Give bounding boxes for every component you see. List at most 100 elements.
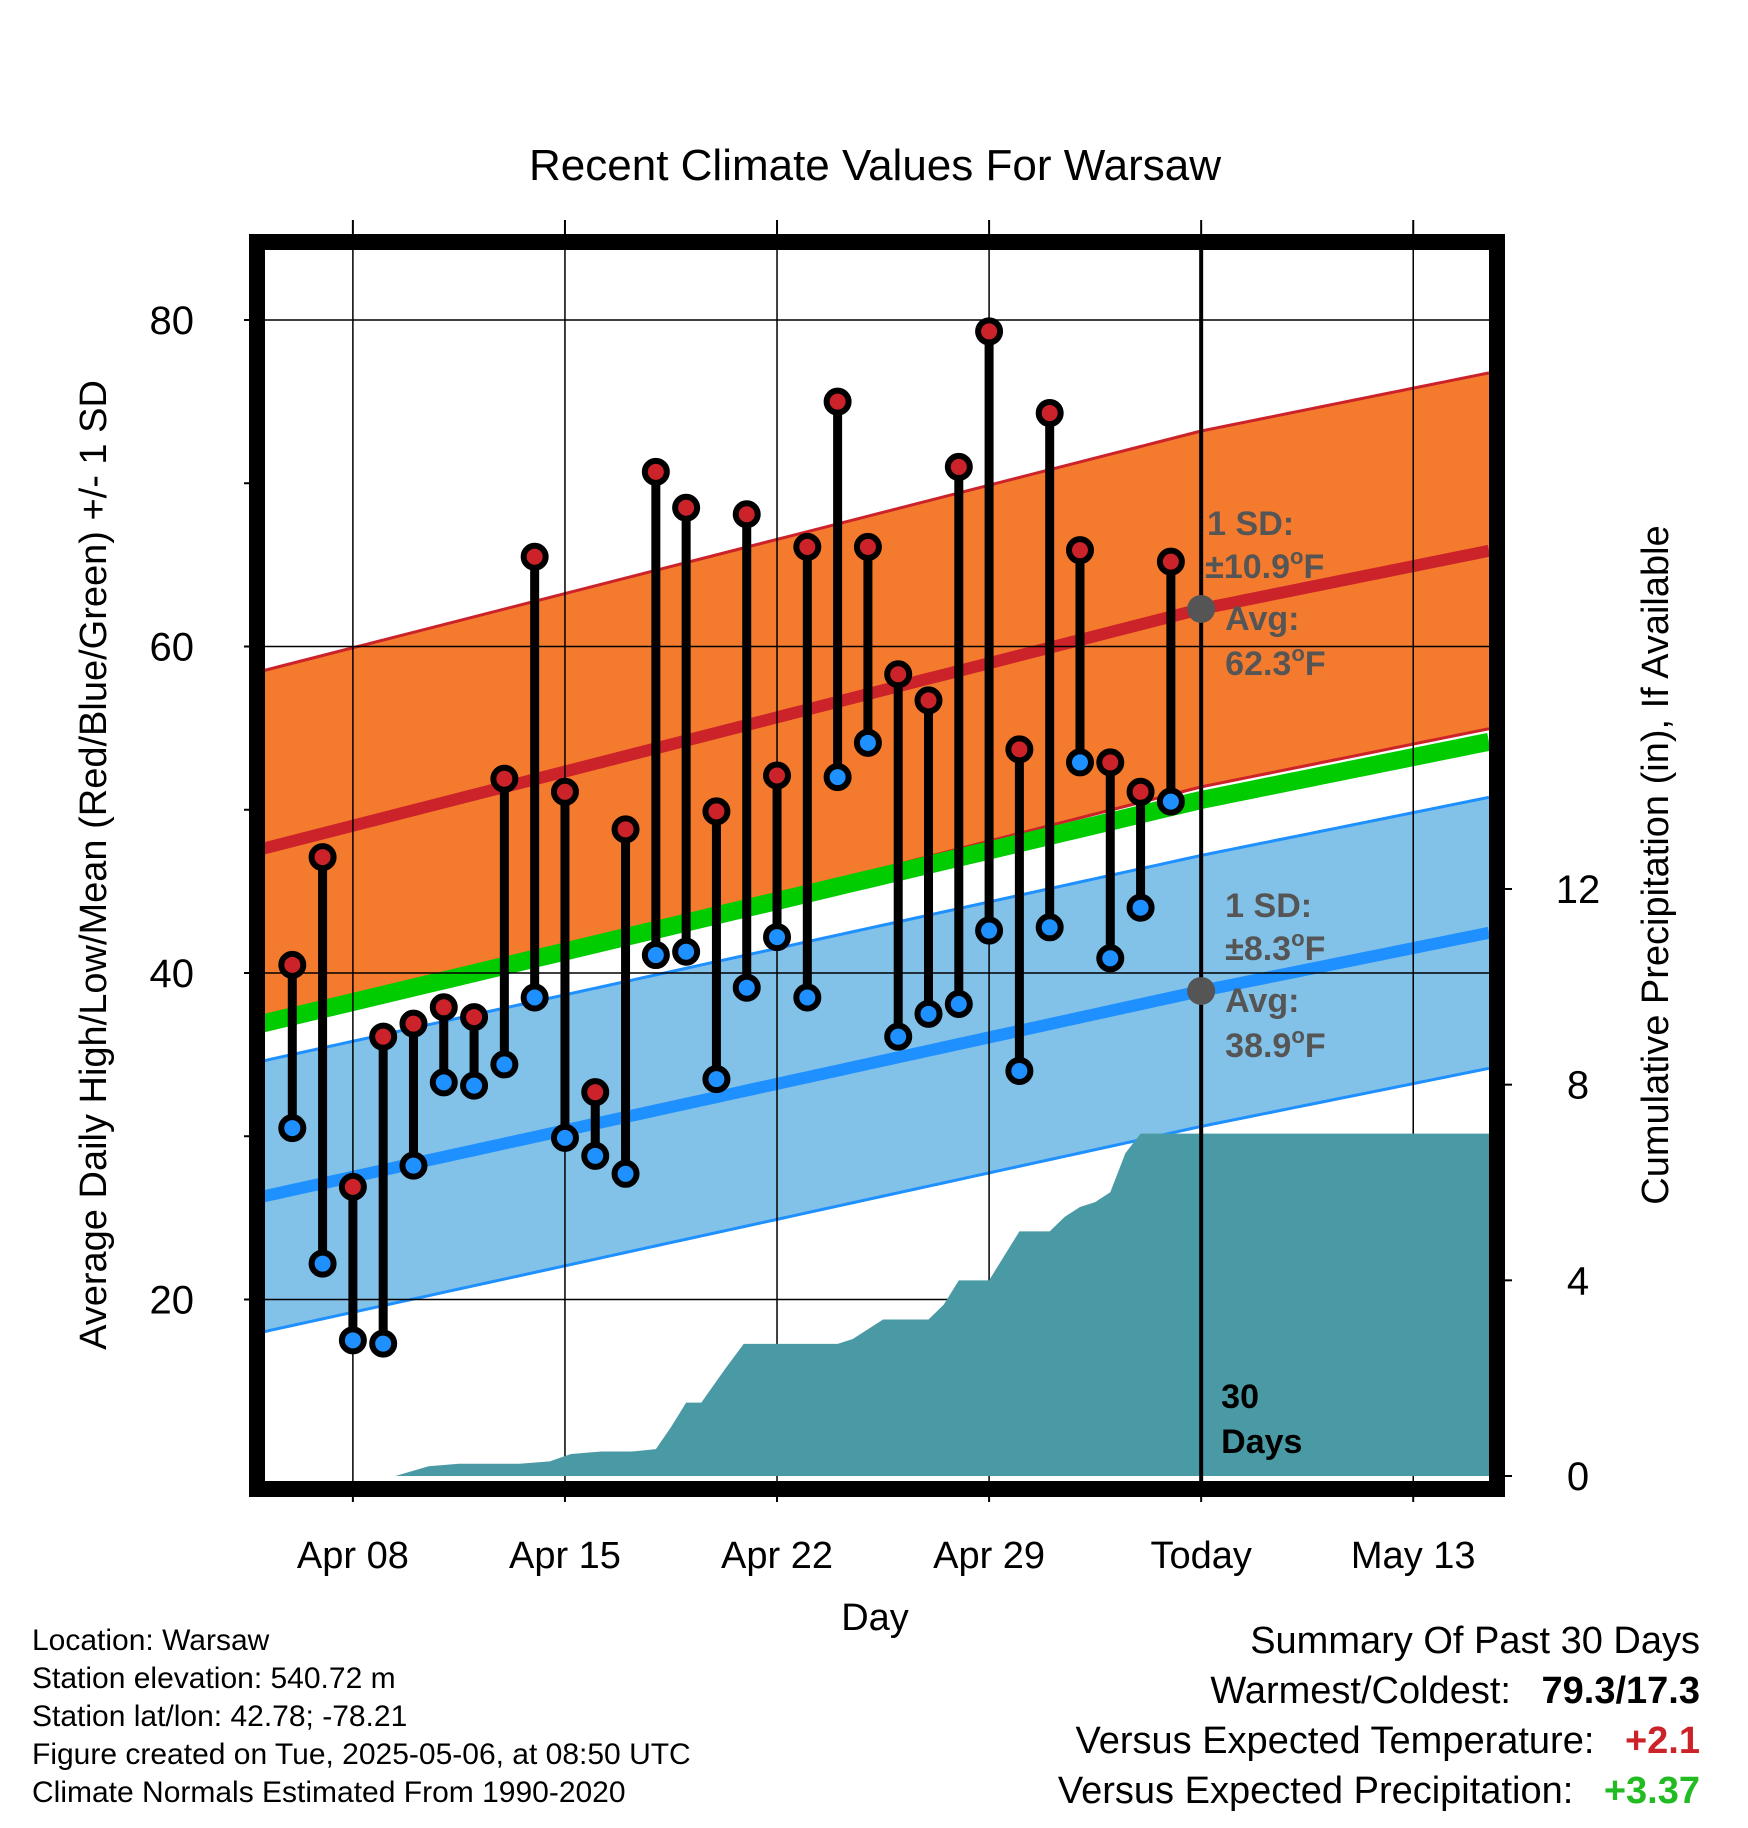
low-sd-value: ±8.3oF — [1225, 926, 1325, 968]
summary-temp-row: Versus Expected Temperature: +2.1 — [700, 1716, 1700, 1766]
summary-precip-row: Versus Expected Precipitation: +3.37 — [700, 1766, 1700, 1816]
daily-low-point — [1126, 893, 1155, 922]
daily-low-point — [853, 728, 882, 757]
daily-high-point — [641, 457, 670, 486]
daily-high-point — [975, 317, 1004, 346]
daily-high-point — [520, 542, 549, 571]
daily-high-point — [1005, 735, 1034, 764]
daily-low-point — [1065, 748, 1094, 777]
y-left-tick-label: 20 — [150, 1279, 195, 1323]
x-tick-label: Apr 08 — [297, 1535, 409, 1577]
normal-low-line — [262, 926, 1491, 1203]
y-right-tick-label: 4 — [1567, 1259, 1589, 1303]
normal-mean-line — [262, 732, 1491, 1033]
precip-area — [395, 1133, 1492, 1476]
window-days-count: 30 — [1221, 1378, 1259, 1416]
low-sd-band-lower-edge — [262, 1066, 1490, 1334]
x-axis-label: Day — [841, 1597, 909, 1639]
daily-low-point — [732, 973, 761, 1002]
axes: Apr 08 Apr 15 Apr 22 Apr 29 Today May 1320406… — [150, 220, 1601, 1577]
daily-high-point — [338, 1172, 367, 1201]
daily-high-point — [611, 815, 640, 844]
precip-anomaly-value: +3.37 — [1603, 1770, 1700, 1812]
cumulative-precip-area — [395, 1133, 1492, 1476]
daily-high-point — [884, 660, 913, 689]
location-text: Location: Warsaw — [32, 1624, 270, 1657]
daily-low-point — [823, 763, 852, 792]
daily-high-point — [763, 761, 792, 790]
low-avg-label: Avg: — [1225, 982, 1299, 1020]
temp-anomaly-label: Versus Expected Temperature: — [1075, 1720, 1595, 1762]
station-info: Location: Warsaw Station elevation: 540.… — [32, 1622, 691, 1812]
y-left-tick-label: 80 — [150, 299, 195, 343]
daily-low-point — [490, 1050, 519, 1079]
warmest-value: 79.3/17.3 — [1541, 1670, 1700, 1712]
normal-high-line — [262, 544, 1491, 855]
daily-high-point — [732, 500, 761, 529]
y-right-tick-label: 8 — [1567, 1064, 1589, 1108]
window-days-unit: Days — [1221, 1423, 1302, 1461]
x-tick-label: Apr 22 — [721, 1535, 833, 1577]
low-avg-value: 38.9oF — [1225, 1023, 1325, 1065]
y-left-tick-label: 40 — [150, 952, 195, 996]
daily-high-point — [369, 1022, 398, 1051]
daily-low-point — [1096, 944, 1125, 973]
daily-low-point — [975, 916, 1004, 945]
daily-low-point — [460, 1071, 489, 1100]
high-sd-label: 1 SD: — [1207, 505, 1294, 543]
high-avg-label: Avg: — [1225, 600, 1299, 638]
normals-text: Climate Normals Estimated From 1990-2020 — [32, 1776, 626, 1809]
temp-anomaly-value: +2.1 — [1624, 1720, 1700, 1762]
x-tick-label: Today — [1150, 1535, 1251, 1577]
daily-low-point — [702, 1065, 731, 1094]
daily-low-point — [1005, 1056, 1034, 1085]
daily-high-point — [793, 532, 822, 561]
daily-high-point — [944, 452, 973, 481]
daily-low-point — [338, 1326, 367, 1355]
daily-high-point — [429, 993, 458, 1022]
daily-low-point — [550, 1123, 579, 1152]
daily-high-point — [1156, 547, 1185, 576]
low-sd-label: 1 SD: — [1225, 887, 1312, 925]
daily-low-point — [399, 1151, 428, 1180]
daily-low-point — [611, 1159, 640, 1188]
y-right-tick-label: 0 — [1567, 1455, 1589, 1499]
daily-low-point — [944, 990, 973, 1019]
plot-frame — [249, 234, 1505, 1497]
daily-high-point — [1126, 777, 1155, 806]
y-left-tick-label: 60 — [150, 626, 195, 670]
chart-title: Recent Climate Values For Warsaw — [529, 141, 1221, 190]
x-tick-label: May 13 — [1351, 1535, 1476, 1577]
high-avg-value: 62.3oF — [1225, 641, 1325, 683]
daily-low-point — [1156, 787, 1185, 816]
daily-low-point — [429, 1068, 458, 1097]
daily-high-point — [460, 1003, 489, 1032]
summary-panel: Summary Of Past 30 Days Warmest/Coldest:… — [700, 1616, 1700, 1816]
daily-low-point — [641, 941, 670, 970]
y-axis-left-label: Average Daily High/Low/Mean (Red/Blue/Gr… — [73, 380, 115, 1350]
daily-high-point — [550, 777, 579, 806]
daily-high-point — [490, 764, 519, 793]
daily-high-point — [672, 493, 701, 522]
daily-high-point — [308, 843, 337, 872]
temperature-marks — [278, 317, 1185, 1358]
y-right-tick-label: 12 — [1556, 868, 1601, 912]
low-avg-marker — [1187, 976, 1216, 1005]
daily-high-point — [1096, 748, 1125, 777]
summary-warmest-row: Warmest/Coldest: 79.3/17.3 — [700, 1666, 1700, 1716]
daily-high-point — [581, 1078, 610, 1107]
warmest-label: Warmest/Coldest: — [1210, 1670, 1511, 1712]
daily-high-point — [399, 1009, 428, 1038]
x-tick-label: Apr 15 — [509, 1535, 621, 1577]
daily-high-point — [702, 797, 731, 826]
daily-low-point — [308, 1249, 337, 1278]
daily-low-point — [884, 1022, 913, 1051]
precip-anomaly-label: Versus Expected Precipitation: — [1057, 1770, 1574, 1812]
daily-low-point — [672, 937, 701, 966]
daily-high-point — [278, 950, 307, 979]
daily-low-point — [581, 1141, 610, 1170]
daily-low-point — [793, 983, 822, 1012]
daily-low-point — [763, 923, 792, 952]
high-sd-band-upper-edge — [262, 371, 1490, 673]
